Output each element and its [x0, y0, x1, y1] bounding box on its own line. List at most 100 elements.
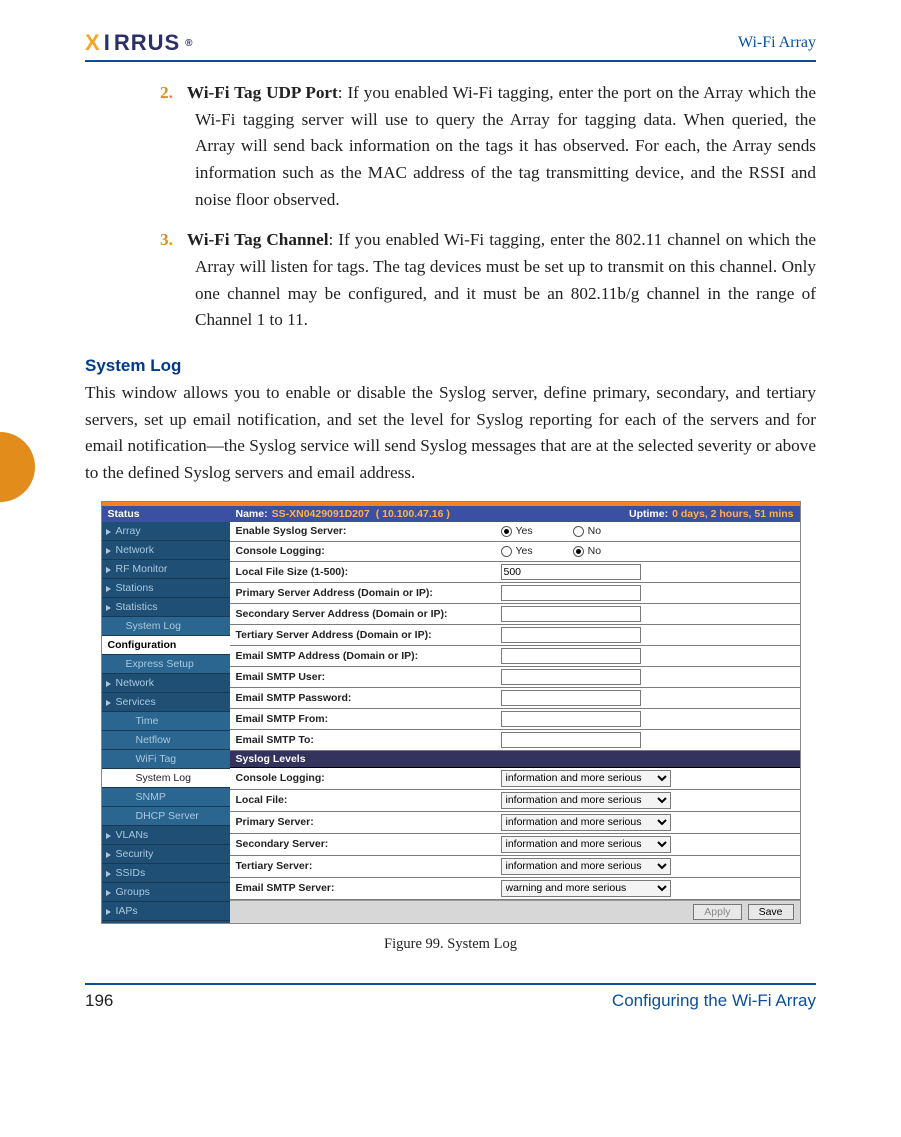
- item-number: 3.: [160, 230, 173, 249]
- form-value: [501, 669, 794, 685]
- sidebar-item[interactable]: RF Monitor: [102, 560, 230, 579]
- form-label: Enable Syslog Server:: [236, 525, 501, 537]
- item-title: Wi-Fi Tag UDP Port: [187, 83, 338, 102]
- sidebar-item[interactable]: Configuration: [102, 636, 230, 655]
- thumb-tab: [0, 432, 35, 502]
- level-label: Primary Server:: [236, 816, 501, 828]
- level-row: Local File:information and more serious: [230, 790, 800, 812]
- sidebar-item[interactable]: Netflow: [102, 731, 230, 750]
- radio-no[interactable]: No: [573, 525, 601, 537]
- sidebar-item[interactable]: Network: [102, 674, 230, 693]
- form-row: Secondary Server Address (Domain or IP):: [230, 604, 800, 625]
- form-row: Email SMTP Address (Domain or IP):: [230, 646, 800, 667]
- sidebar-item[interactable]: SNMP: [102, 788, 230, 807]
- form-label: Console Logging:: [236, 545, 501, 557]
- form-value: [501, 732, 794, 748]
- apply-button[interactable]: Apply: [693, 904, 741, 920]
- form-value: [501, 627, 794, 643]
- product-title: Wi-Fi Array: [738, 34, 816, 52]
- radio-no[interactable]: No: [573, 545, 601, 557]
- sidebar-item[interactable]: WiFi Tag: [102, 750, 230, 769]
- level-select[interactable]: information and more serious: [501, 814, 671, 831]
- sidebar-item[interactable]: Statistics: [102, 598, 230, 617]
- form-value: [501, 648, 794, 664]
- sidebar-item[interactable]: Stations: [102, 579, 230, 598]
- form-row: Email SMTP To:: [230, 730, 800, 751]
- radio-yes[interactable]: Yes: [501, 545, 533, 557]
- form-value: [501, 585, 794, 601]
- form-value: [501, 690, 794, 706]
- sidebar-item[interactable]: Array: [102, 522, 230, 541]
- sidebar-item[interactable]: IAPs: [102, 902, 230, 921]
- level-select[interactable]: information and more serious: [501, 770, 671, 787]
- sidebar-item[interactable]: VLANs: [102, 826, 230, 845]
- logo-part: I: [104, 30, 111, 56]
- level-select[interactable]: information and more serious: [501, 858, 671, 875]
- text-input[interactable]: [501, 711, 641, 727]
- radio-yes[interactable]: Yes: [501, 525, 533, 537]
- level-value: warning and more serious: [501, 880, 794, 897]
- form-label: Secondary Server Address (Domain or IP):: [236, 608, 501, 620]
- text-input[interactable]: [501, 732, 641, 748]
- sidebar-item[interactable]: Groups: [102, 883, 230, 902]
- page-header: XIRRUS® Wi-Fi Array: [85, 30, 816, 62]
- form-row: Tertiary Server Address (Domain or IP):: [230, 625, 800, 646]
- level-label: Email SMTP Server:: [236, 882, 501, 894]
- text-input[interactable]: [501, 669, 641, 685]
- form-label: Tertiary Server Address (Domain or IP):: [236, 629, 501, 641]
- form-row: Enable Syslog Server: Yes No: [230, 522, 800, 542]
- sidebar-item[interactable]: Express Setup: [102, 655, 230, 674]
- form-row: Primary Server Address (Domain or IP):: [230, 583, 800, 604]
- level-row: Email SMTP Server:warning and more serio…: [230, 878, 800, 900]
- item-number: 2.: [160, 83, 173, 102]
- level-row: Tertiary Server:information and more ser…: [230, 856, 800, 878]
- sidebar-item[interactable]: DHCP Server: [102, 807, 230, 826]
- sidebar-item[interactable]: SSIDs: [102, 864, 230, 883]
- screenshot-header: Status Name: SS-XN0429091D207 ( 10.100.4…: [102, 506, 800, 522]
- hdr-name-label: Name:: [236, 508, 268, 520]
- level-label: Console Logging:: [236, 772, 501, 784]
- syslog-levels-header: Syslog Levels: [230, 751, 800, 768]
- form-label: Email SMTP User:: [236, 671, 501, 683]
- level-row: Secondary Server:information and more se…: [230, 834, 800, 856]
- text-input[interactable]: [501, 606, 641, 622]
- level-select[interactable]: information and more serious: [501, 836, 671, 853]
- item-title: Wi-Fi Tag Channel: [187, 230, 329, 249]
- text-input[interactable]: [501, 564, 641, 580]
- hdr-uptime-label: Uptime:: [629, 508, 668, 520]
- figure-caption: Figure 99. System Log: [85, 936, 816, 953]
- form-row: Local File Size (1-500):: [230, 562, 800, 583]
- hdr-name-value: SS-XN0429091D207: [272, 508, 370, 520]
- sidebar-item[interactable]: System Log: [102, 769, 230, 788]
- level-select[interactable]: warning and more serious: [501, 880, 671, 897]
- hdr-ip: ( 10.100.47.16 ): [376, 508, 450, 520]
- form-row: Email SMTP User:: [230, 667, 800, 688]
- save-button[interactable]: Save: [748, 904, 794, 920]
- logo-reg: ®: [185, 38, 193, 49]
- form-label: Local File Size (1-500):: [236, 566, 501, 578]
- text-input[interactable]: [501, 585, 641, 601]
- level-label: Tertiary Server:: [236, 860, 501, 872]
- sidebar-item[interactable]: Services: [102, 693, 230, 712]
- text-input[interactable]: [501, 690, 641, 706]
- form-label: Email SMTP From:: [236, 713, 501, 725]
- hdr-status: Status: [108, 508, 236, 520]
- sidebar-item[interactable]: System Log: [102, 617, 230, 636]
- text-input[interactable]: [501, 648, 641, 664]
- level-value: information and more serious: [501, 792, 794, 809]
- section-heading: System Log: [85, 356, 816, 376]
- form-label: Email SMTP Address (Domain or IP):: [236, 650, 501, 662]
- sidebar-item[interactable]: Security: [102, 845, 230, 864]
- form-value: Yes No: [501, 545, 794, 557]
- section-para: This window allows you to enable or disa…: [85, 380, 816, 487]
- logo-part: RRUS: [114, 30, 180, 56]
- form-label: Primary Server Address (Domain or IP):: [236, 587, 501, 599]
- sidebar-item[interactable]: Network: [102, 541, 230, 560]
- level-row: Primary Server:information and more seri…: [230, 812, 800, 834]
- form-value: Yes No: [501, 525, 794, 537]
- level-select[interactable]: information and more serious: [501, 792, 671, 809]
- sidebar-item[interactable]: Time: [102, 712, 230, 731]
- level-value: information and more serious: [501, 814, 794, 831]
- text-input[interactable]: [501, 627, 641, 643]
- level-value: information and more serious: [501, 858, 794, 875]
